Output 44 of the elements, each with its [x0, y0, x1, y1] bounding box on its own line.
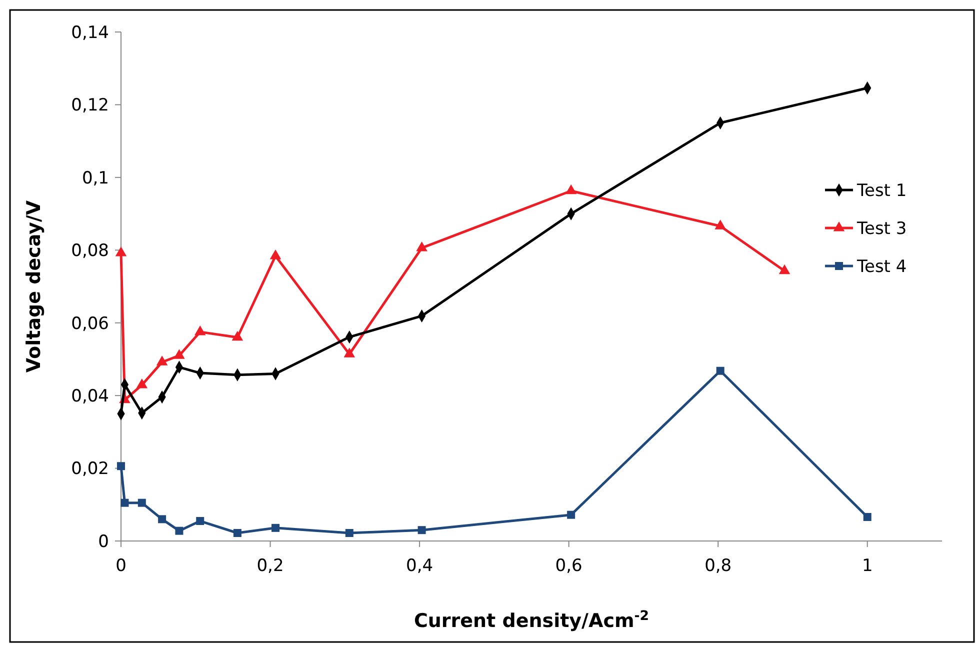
point: [271, 524, 280, 532]
point: [120, 498, 129, 507]
point: [714, 220, 726, 230]
point: [175, 526, 184, 535]
y-axis-title: Voltage decay/V: [23, 200, 45, 373]
point: [270, 249, 282, 260]
point: [194, 325, 206, 336]
y-tick-label: 0,08: [71, 241, 109, 262]
x-axis-title: Current density/Acm$^{-2}$: [414, 608, 650, 632]
legend-label: Test 4: [856, 256, 907, 277]
point: [778, 264, 790, 274]
point: [158, 515, 166, 524]
y-tick-label: 0: [98, 532, 109, 552]
y-tick-label: 0,12: [71, 96, 109, 116]
point: [345, 529, 354, 537]
point: [232, 330, 244, 341]
point: [418, 526, 426, 534]
y-tick-label: 0,1: [82, 168, 109, 188]
x-tick-label: 0,6: [555, 556, 582, 576]
legend-label: Test 1: [856, 180, 907, 201]
point: [233, 529, 242, 537]
point: [174, 349, 185, 359]
point: [863, 513, 872, 522]
y-tick-label: 0,06: [71, 314, 109, 334]
point: [136, 378, 148, 388]
legend-label: Test 3: [856, 218, 907, 239]
point: [138, 498, 146, 507]
y-tick-label: 0,14: [71, 22, 109, 43]
point: [117, 462, 125, 470]
point: [344, 348, 356, 358]
x-tick-label: 1: [862, 556, 873, 576]
x-tick-label: 0,8: [704, 556, 732, 576]
point: [196, 517, 204, 526]
point: [567, 510, 576, 519]
point: [416, 241, 428, 252]
y-tick-label: 0,04: [71, 386, 109, 407]
point: [565, 184, 577, 194]
y-tick-label: 0,02: [71, 459, 109, 480]
x-tick-label: 0,4: [406, 556, 434, 576]
x-tick-label: 0,2: [256, 556, 284, 576]
point: [115, 246, 127, 256]
point: [716, 366, 724, 375]
x-tick-label: 0: [116, 556, 126, 576]
point: [156, 356, 168, 366]
